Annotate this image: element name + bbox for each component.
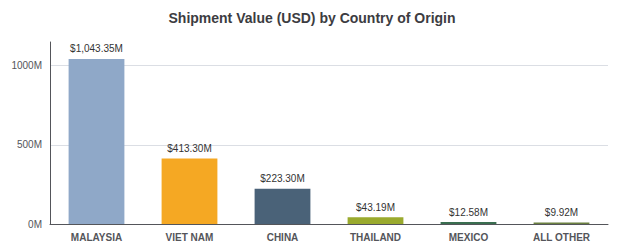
svg-text:$12.58M: $12.58M <box>449 207 488 218</box>
svg-text:$43.19M: $43.19M <box>356 202 395 213</box>
svg-text:THAILAND: THAILAND <box>350 232 401 243</box>
svg-text:$1,043.35M: $1,043.35M <box>70 43 123 54</box>
svg-text:$413.30M: $413.30M <box>167 143 211 154</box>
svg-text:ALL OTHER: ALL OTHER <box>533 232 591 243</box>
svg-text:$9.92M: $9.92M <box>545 207 578 218</box>
svg-text:Shipment Value (USD) by Countr: Shipment Value (USD) by Country of Origi… <box>168 10 455 26</box>
svg-text:MALAYSIA: MALAYSIA <box>71 232 122 243</box>
svg-text:VIET NAM: VIET NAM <box>166 232 214 243</box>
svg-text:MEXICO: MEXICO <box>449 232 489 243</box>
svg-text:500M: 500M <box>17 139 42 150</box>
svg-text:1000M: 1000M <box>11 60 42 71</box>
svg-text:0M: 0M <box>28 219 42 230</box>
svg-text:$223.30M: $223.30M <box>260 173 304 184</box>
svg-text:CHINA: CHINA <box>267 232 299 243</box>
